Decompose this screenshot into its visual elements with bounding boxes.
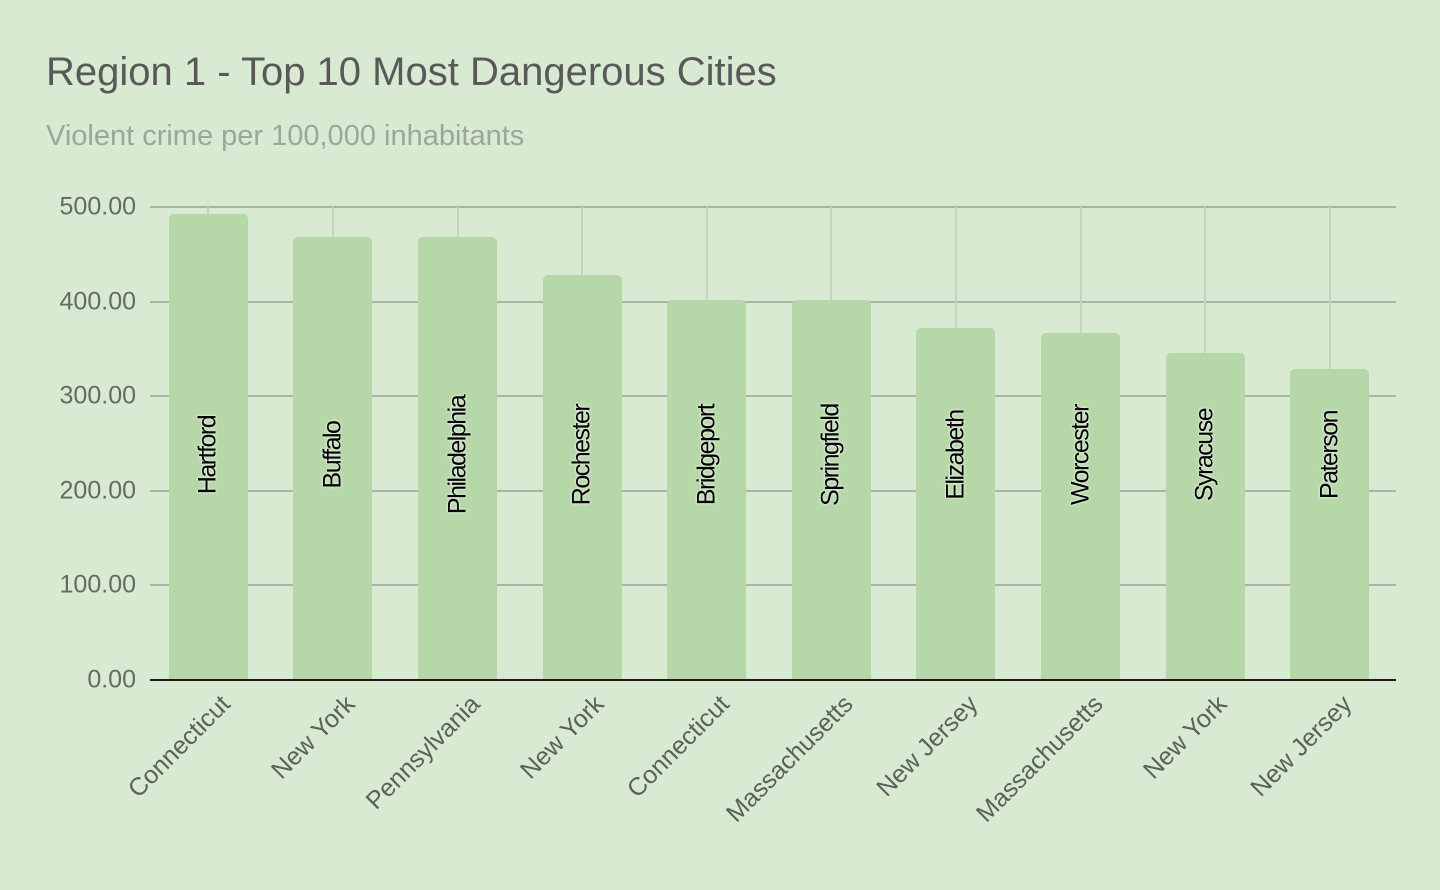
bar-city-label: Paterson <box>1315 410 1344 500</box>
x-tick-label: Connecticut <box>621 690 735 804</box>
gridline <box>150 395 1396 398</box>
bar[interactable]: Rochester <box>542 275 622 680</box>
y-tick-label: 400.00 <box>59 287 136 316</box>
x-tick-label: New Jersey <box>1244 690 1358 803</box>
bar[interactable]: Paterson <box>1290 368 1370 680</box>
bar[interactable]: Syracuse <box>1165 352 1245 680</box>
bar-city-label: Philadelphia <box>443 395 471 515</box>
x-tick-label: Massachusetts <box>721 690 859 828</box>
chart-title: Region 1 - Top 10 Most Dangerous Cities <box>46 50 777 94</box>
y-tick-label: 100.00 <box>59 570 136 599</box>
bar[interactable]: Springfield <box>791 299 871 680</box>
bar[interactable]: Worcester <box>1041 332 1120 680</box>
gridline <box>150 584 1396 587</box>
x-tick-label: New Jersey <box>871 690 984 803</box>
y-tick-label: 200.00 <box>59 476 136 505</box>
x-tick-label: New York <box>1138 690 1233 785</box>
bar-city-label: Hartford <box>193 415 222 495</box>
x-axis-baseline <box>150 679 1396 681</box>
gridline <box>150 300 1396 303</box>
x-tick-label: Massachusetts <box>970 690 1109 828</box>
bar[interactable]: Hartford <box>168 213 248 680</box>
y-tick-label: 0.00 <box>87 665 136 694</box>
y-tick-label: 300.00 <box>59 381 136 410</box>
x-tick-label: New York <box>265 690 361 785</box>
bar-city-label: Worcester <box>1066 405 1094 505</box>
bar-city-label: Syracuse <box>1190 408 1219 502</box>
x-tick-label: Pennsylvania <box>360 690 486 815</box>
y-tick-label: 500.00 <box>59 192 136 221</box>
plot-area: Hartford Buffalo Philadelphia Rochester Brid… <box>150 206 1396 681</box>
gridline <box>150 206 1396 208</box>
x-tick-label: Connecticut <box>122 690 237 804</box>
bar-city-label: Rochester <box>567 404 596 506</box>
bar[interactable]: Buffalo <box>293 237 373 680</box>
bar-city-label: Buffalo <box>318 421 347 489</box>
bar[interactable]: Philadelphia <box>418 237 497 680</box>
bar-city-label: Elizabeth <box>941 410 970 500</box>
bar[interactable]: Elizabeth <box>916 328 996 680</box>
bar[interactable]: Bridgeport <box>667 299 747 680</box>
bar-city-label: Bridgeport <box>692 404 721 506</box>
x-tick-label: New York <box>515 690 610 785</box>
bar-city-label: Springfield <box>816 404 845 506</box>
chart-subtitle: Violent crime per 100,000 inhabitants <box>46 120 525 152</box>
gridline <box>150 489 1396 492</box>
